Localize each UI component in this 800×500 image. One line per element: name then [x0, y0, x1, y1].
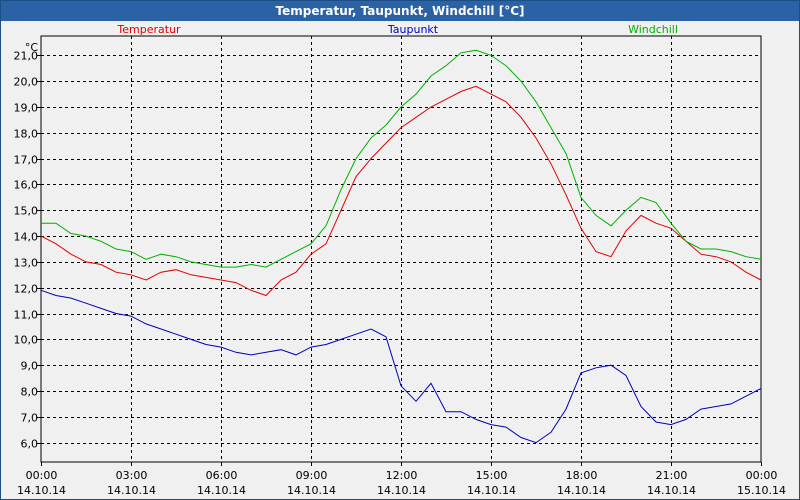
series-windchill — [41, 49, 762, 268]
x-tick-date: 14.10.14 — [377, 484, 426, 497]
x-tick-date: 15.10.14 — [737, 484, 786, 497]
window-title: Temperatur, Taupunkt, Windchill [°C] — [1, 1, 799, 21]
x-tick-date: 14.10.14 — [107, 484, 156, 497]
x-tick-date: 14.10.14 — [467, 484, 516, 497]
y-tick-label: 21,0 — [14, 50, 39, 63]
y-tick-label: 11,0 — [14, 309, 39, 322]
y-tick-label: 16,0 — [14, 179, 39, 192]
x-tick-date: 14.10.14 — [17, 484, 66, 497]
y-axis-label: °C — [25, 41, 39, 54]
x-tick-time: 00:00 — [26, 469, 58, 482]
series-lines — [40, 49, 762, 444]
x-axis-ticks: 00:00 14.10.14 03:00 14.10.14 06:00 14.10.14 0… — [17, 462, 786, 497]
x-tick-date: 14.10.14 — [647, 484, 696, 497]
y-tick-label: 13,0 — [14, 257, 39, 270]
y-axis-ticks: 6,0 7,0 8,0 9,0 10,0 11,0 12,0 13,0 14,0 15,0 16,0… — [14, 50, 41, 451]
legend-temperatur: Temperatur — [116, 23, 181, 36]
x-tick-time: 15:00 — [476, 469, 508, 482]
x-tick-time: 03:00 — [116, 469, 148, 482]
x-tick-time: 06:00 — [206, 469, 238, 482]
legend: Temperatur Taupunkt Windchill — [116, 23, 678, 36]
y-tick-label: 20,0 — [14, 76, 39, 89]
x-tick-time: 09:00 — [296, 469, 328, 482]
chart: 6,0 7,0 8,0 9,0 10,0 11,0 12,0 13,0 14,0 15,0 16,0… — [14, 23, 786, 497]
y-tick-label: 7,0 — [21, 412, 39, 425]
x-tick-date: 14.10.14 — [197, 484, 246, 497]
y-tick-label: 14,0 — [14, 231, 39, 244]
x-tick-date: 14.10.14 — [287, 484, 336, 497]
series-temperatur — [40, 85, 762, 297]
x-tick-time: 21:00 — [656, 469, 688, 482]
legend-taupunkt: Taupunkt — [387, 23, 439, 36]
y-tick-label: 12,0 — [14, 283, 39, 296]
grid — [40, 35, 762, 463]
y-tick-label: 19,0 — [14, 102, 39, 115]
y-tick-label: 15,0 — [14, 205, 39, 218]
y-tick-label: 10,0 — [14, 334, 39, 347]
x-tick-time: 18:00 — [566, 469, 598, 482]
y-tick-label: 18,0 — [14, 128, 39, 141]
y-tick-label: 6,0 — [21, 438, 39, 451]
series-taupunkt — [40, 289, 762, 444]
x-tick-time: 12:00 — [386, 469, 418, 482]
x-tick-time: 00:00 — [746, 469, 778, 482]
legend-windchill: Windchill — [628, 23, 678, 36]
x-tick-date: 14.10.14 — [557, 484, 606, 497]
y-tick-label: 9,0 — [21, 360, 39, 373]
y-tick-label: 8,0 — [21, 386, 39, 399]
y-tick-label: 17,0 — [14, 154, 39, 167]
